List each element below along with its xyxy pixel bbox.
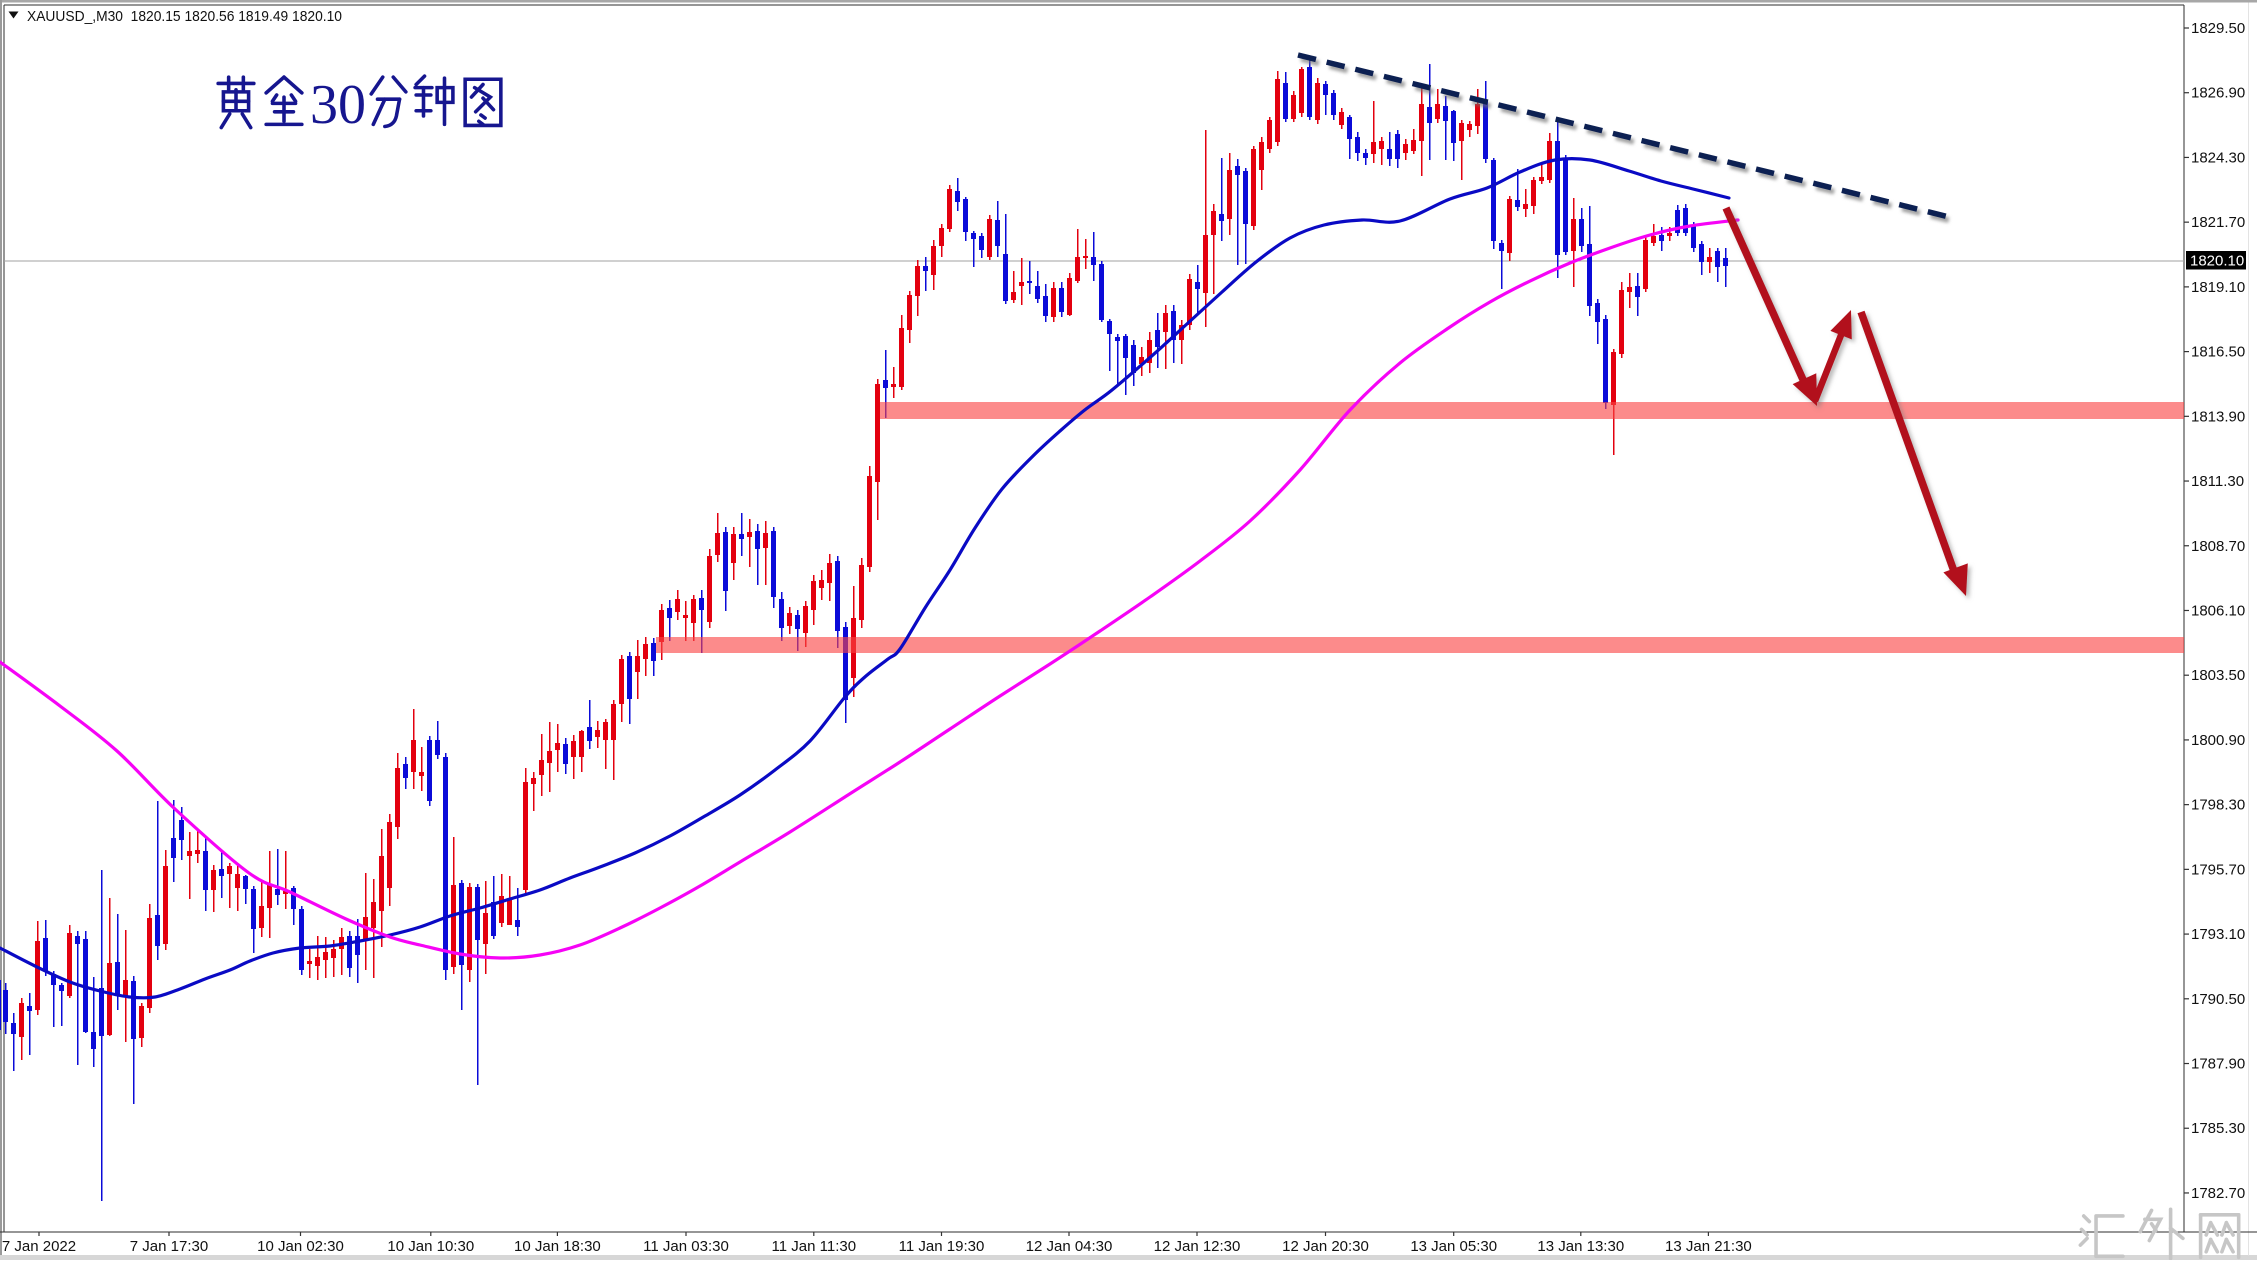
svg-text:11 Jan 11:30: 11 Jan 11:30 bbox=[772, 1238, 857, 1255]
svg-text:1816.50: 1816.50 bbox=[2191, 344, 2245, 361]
svg-text:11 Jan 19:30: 11 Jan 19:30 bbox=[899, 1238, 985, 1255]
svg-text:10 Jan 10:30: 10 Jan 10:30 bbox=[387, 1238, 474, 1255]
svg-text:11 Jan 03:30: 11 Jan 03:30 bbox=[643, 1238, 729, 1255]
svg-text:1819.10: 1819.10 bbox=[2191, 279, 2245, 296]
svg-text:10 Jan 02:30: 10 Jan 02:30 bbox=[257, 1238, 344, 1255]
svg-text:1826.90: 1826.90 bbox=[2191, 85, 2245, 102]
svg-text:30: 30 bbox=[310, 74, 366, 136]
svg-text:7 Jan 2022: 7 Jan 2022 bbox=[2, 1238, 76, 1255]
svg-text:1803.50: 1803.50 bbox=[2191, 667, 2245, 684]
svg-text:1811.30: 1811.30 bbox=[2191, 473, 2244, 490]
svg-text:1798.30: 1798.30 bbox=[2191, 797, 2245, 814]
svg-text:12 Jan 20:30: 12 Jan 20:30 bbox=[1282, 1238, 1369, 1255]
svg-text:1787.90: 1787.90 bbox=[2191, 1056, 2245, 1073]
svg-text:1813.90: 1813.90 bbox=[2191, 408, 2245, 425]
svg-text:13 Jan 13:30: 13 Jan 13:30 bbox=[1537, 1238, 1624, 1255]
svg-text:1790.50: 1790.50 bbox=[2191, 991, 2245, 1008]
svg-text:1829.50: 1829.50 bbox=[2191, 20, 2245, 37]
svg-text:12 Jan 12:30: 12 Jan 12:30 bbox=[1154, 1238, 1241, 1255]
svg-text:10 Jan 18:30: 10 Jan 18:30 bbox=[514, 1238, 601, 1255]
svg-text:1808.70: 1808.70 bbox=[2191, 538, 2245, 555]
svg-text:1806.10: 1806.10 bbox=[2191, 602, 2245, 619]
svg-text:1824.30: 1824.30 bbox=[2191, 149, 2245, 166]
svg-text:1821.70: 1821.70 bbox=[2191, 214, 2245, 231]
svg-text:1782.70: 1782.70 bbox=[2191, 1185, 2245, 1202]
svg-text:XAUUSD_,M30 1820.15 1820.56 1: XAUUSD_,M30 1820.15 1820.56 1819.49 1820… bbox=[27, 8, 342, 25]
svg-text:1795.70: 1795.70 bbox=[2191, 861, 2245, 878]
svg-text:1820.10: 1820.10 bbox=[2190, 253, 2244, 270]
svg-text:1785.30: 1785.30 bbox=[2191, 1120, 2245, 1137]
svg-text:7 Jan 17:30: 7 Jan 17:30 bbox=[130, 1238, 208, 1255]
svg-text:13 Jan 21:30: 13 Jan 21:30 bbox=[1665, 1238, 1752, 1255]
svg-text:13 Jan 05:30: 13 Jan 05:30 bbox=[1410, 1238, 1497, 1255]
svg-text:1800.90: 1800.90 bbox=[2191, 732, 2245, 749]
svg-text:12 Jan 04:30: 12 Jan 04:30 bbox=[1026, 1238, 1113, 1255]
svg-text:1793.10: 1793.10 bbox=[2191, 926, 2245, 943]
